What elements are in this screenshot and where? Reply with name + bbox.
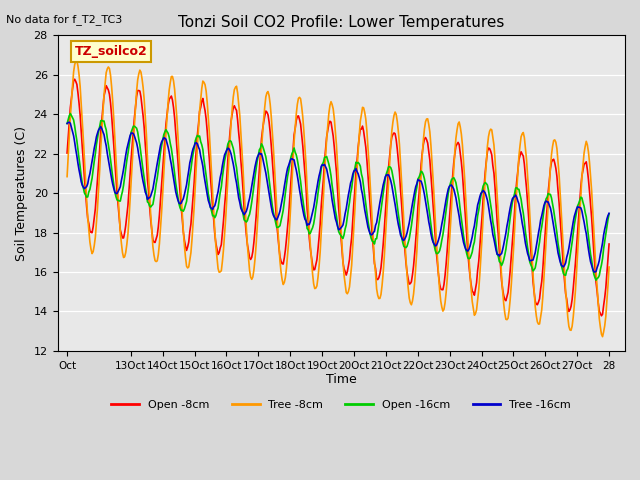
Tree -16cm — [387, 178, 395, 184]
Open -16cm — [322, 154, 330, 160]
Open -8cm — [509, 238, 516, 243]
Y-axis label: Soil Temperatures (C): Soil Temperatures (C) — [15, 126, 28, 261]
Tree -16cm — [65, 120, 73, 125]
Tree -8cm — [63, 174, 71, 180]
Tree -8cm — [509, 264, 516, 270]
Tree -16cm — [325, 177, 333, 182]
Open -16cm — [595, 275, 602, 281]
Tree -8cm — [605, 264, 613, 270]
Tree -16cm — [63, 120, 71, 126]
Tree -8cm — [598, 334, 606, 339]
Line: Open -16cm: Open -16cm — [67, 113, 609, 280]
Open -8cm — [598, 313, 605, 319]
Tree -16cm — [591, 269, 599, 275]
Text: TZ_soilco2: TZ_soilco2 — [74, 45, 147, 58]
Open -16cm — [358, 171, 365, 177]
X-axis label: Time: Time — [326, 373, 356, 386]
Open -16cm — [509, 199, 516, 205]
Tree -8cm — [387, 142, 395, 147]
Open -8cm — [322, 147, 330, 153]
Tree -16cm — [322, 164, 330, 170]
Text: No data for f_T2_TC3: No data for f_T2_TC3 — [6, 14, 123, 25]
Open -16cm — [63, 120, 71, 126]
Tree -8cm — [593, 285, 601, 290]
Open -16cm — [592, 277, 600, 283]
Tree -16cm — [595, 262, 602, 267]
Line: Open -8cm: Open -8cm — [67, 79, 609, 316]
Open -8cm — [325, 121, 333, 127]
Tree -16cm — [358, 187, 365, 192]
Tree -8cm — [73, 58, 81, 63]
Open -8cm — [593, 288, 601, 294]
Open -16cm — [67, 110, 74, 116]
Tree -16cm — [605, 210, 613, 216]
Open -8cm — [605, 241, 613, 247]
Open -16cm — [387, 165, 395, 170]
Tree -8cm — [358, 112, 365, 118]
Title: Tonzi Soil CO2 Profile: Lower Temperatures: Tonzi Soil CO2 Profile: Lower Temperatur… — [178, 15, 504, 30]
Open -8cm — [358, 126, 365, 132]
Open -8cm — [71, 76, 79, 82]
Line: Tree -8cm: Tree -8cm — [67, 60, 609, 336]
Open -8cm — [387, 142, 395, 147]
Open -8cm — [63, 150, 71, 156]
Open -16cm — [605, 211, 613, 217]
Line: Tree -16cm: Tree -16cm — [67, 122, 609, 272]
Tree -16cm — [509, 196, 516, 202]
Legend: Open -8cm, Tree -8cm, Open -16cm, Tree -16cm: Open -8cm, Tree -8cm, Open -16cm, Tree -… — [107, 396, 575, 415]
Open -16cm — [325, 161, 333, 167]
Tree -8cm — [325, 110, 333, 116]
Tree -8cm — [322, 154, 330, 160]
